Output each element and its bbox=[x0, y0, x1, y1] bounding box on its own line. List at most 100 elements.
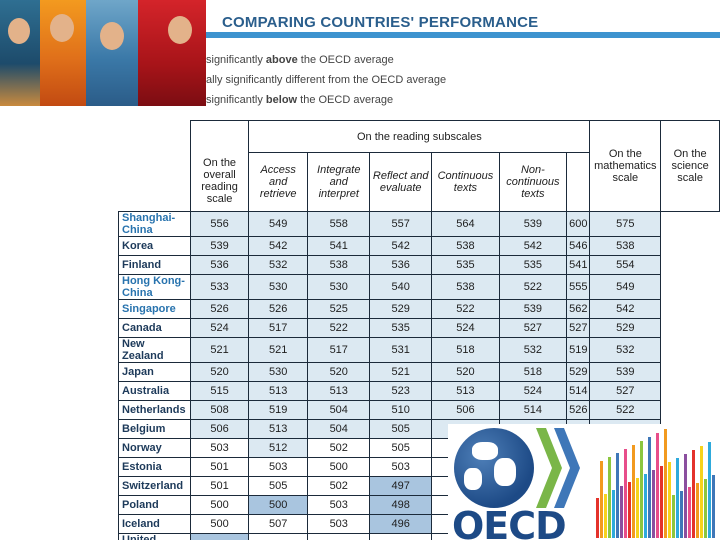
score-cell: 542 bbox=[369, 236, 433, 256]
score-cell: 549 bbox=[589, 274, 662, 300]
score-cell: 529 bbox=[369, 299, 433, 319]
score-cell: 542 bbox=[248, 236, 309, 256]
score-cell: 497 bbox=[369, 476, 433, 496]
score-cell: 510 bbox=[369, 400, 433, 420]
anniversary-bar bbox=[632, 445, 635, 538]
photo-student-3 bbox=[86, 0, 138, 106]
score-cell: 538 bbox=[589, 236, 662, 256]
page-title: COMPARING COUNTRIES' PERFORMANCE bbox=[222, 14, 539, 31]
score-cell: 524 bbox=[431, 318, 500, 338]
country-cell: Norway bbox=[118, 438, 191, 458]
score-cell: 536 bbox=[369, 255, 433, 275]
score-cell: 504 bbox=[307, 419, 371, 439]
score-cell: 526 bbox=[189, 299, 250, 319]
score-cell: 513 bbox=[307, 381, 371, 401]
score-cell: 522 bbox=[589, 400, 662, 420]
table-body: Shanghai-China 556 549 558 557 564 539 600 575 Ko… bbox=[118, 211, 720, 540]
score-cell: 524 bbox=[498, 381, 568, 401]
score-cell: 522 bbox=[307, 318, 371, 338]
score-cell: 536 bbox=[189, 255, 250, 275]
score-cell: 512 bbox=[369, 533, 433, 540]
anniversary-bar bbox=[644, 474, 647, 538]
country-cell: Estonia bbox=[118, 457, 191, 477]
countries-performance-table: On the overall reading scale On the read… bbox=[118, 119, 720, 540]
score-cell: 540 bbox=[369, 274, 433, 300]
score-cell: 500 bbox=[189, 533, 250, 540]
score-cell: 519 bbox=[248, 400, 309, 420]
score-cell: 514 bbox=[498, 400, 568, 420]
anniversary-bar bbox=[600, 461, 603, 538]
score-cell: 535 bbox=[431, 255, 500, 275]
anniversary-bar bbox=[628, 482, 631, 538]
score-cell: 500 bbox=[189, 495, 250, 515]
score-cell: 535 bbox=[498, 255, 568, 275]
country-cell: Belgium bbox=[118, 419, 191, 439]
anniversary-bars-graphic bbox=[596, 426, 716, 538]
score-cell: 600 bbox=[566, 211, 591, 237]
score-cell: 527 bbox=[589, 381, 662, 401]
score-cell: 500 bbox=[248, 495, 309, 515]
table-row: Australia 515 513 513 523 513 524 514 527 bbox=[118, 381, 720, 401]
table-row: Canada 524 517 522 535 524 527 527 529 bbox=[118, 318, 720, 338]
score-cell: 505 bbox=[248, 476, 309, 496]
score-cell: 541 bbox=[566, 255, 591, 275]
anniversary-bar bbox=[624, 449, 627, 538]
anniversary-bar bbox=[672, 495, 675, 538]
table-row: Hong Kong-China 533 530 530 540 538 522 555 549 bbox=[118, 274, 720, 300]
table-row: Japan 520 530 520 521 520 518 529 539 bbox=[118, 362, 720, 382]
table-row: Netherlands 508 519 504 510 506 514 526 522 bbox=[118, 400, 720, 420]
country-cell: Switzerland bbox=[118, 476, 191, 496]
score-cell: 526 bbox=[248, 299, 309, 319]
score-cell: 538 bbox=[431, 274, 500, 300]
score-cell: 529 bbox=[566, 362, 591, 382]
col-science: On the science scale bbox=[660, 120, 720, 212]
col-access-retrieve: Access and retrieve bbox=[248, 152, 309, 212]
oecd-wordmark: OECD bbox=[452, 504, 567, 540]
country-cell: Hong Kong-China bbox=[118, 274, 191, 300]
anniversary-bar bbox=[692, 450, 695, 538]
score-cell: 520 bbox=[431, 362, 500, 382]
photo-student-microscope bbox=[138, 0, 206, 106]
score-cell: 502 bbox=[307, 476, 371, 496]
anniversary-bar bbox=[688, 487, 691, 538]
score-cell: 526 bbox=[566, 400, 591, 420]
score-cell: 500 bbox=[307, 457, 371, 477]
anniversary-bar bbox=[612, 490, 615, 538]
score-cell: 517 bbox=[248, 318, 309, 338]
score-cell: 554 bbox=[589, 255, 662, 275]
score-cell: 517 bbox=[307, 337, 371, 363]
oecd-50-logo: OECD 50 bbox=[448, 424, 720, 540]
header-bar: COMPARING COUNTRIES' PERFORMANCE bbox=[206, 0, 720, 38]
globe-icon bbox=[454, 428, 534, 508]
score-cell: 539 bbox=[589, 362, 662, 382]
score-cell: 496 bbox=[369, 514, 433, 534]
legend-not-different: ally significantly different from the OE… bbox=[206, 74, 447, 86]
col-mathematics: On the mathematics scale bbox=[589, 120, 662, 212]
score-cell: 538 bbox=[307, 255, 371, 275]
score-cell: 542 bbox=[498, 236, 568, 256]
score-cell: 503 bbox=[248, 457, 309, 477]
score-cell: 564 bbox=[431, 211, 500, 237]
col-overall-reading: On the overall reading scale bbox=[189, 120, 250, 212]
score-cell: 575 bbox=[589, 211, 662, 237]
score-cell: 522 bbox=[498, 274, 568, 300]
score-cell: 501 bbox=[189, 457, 250, 477]
score-cell: 521 bbox=[189, 337, 250, 363]
score-cell: 503 bbox=[369, 457, 433, 477]
score-cell: 539 bbox=[498, 211, 568, 237]
score-cell: 527 bbox=[566, 318, 591, 338]
score-cell: 503 bbox=[307, 495, 371, 515]
table-row: Korea 539 542 541 542 538 542 546 538 bbox=[118, 236, 720, 256]
score-cell: 532 bbox=[589, 337, 662, 363]
score-cell: 555 bbox=[566, 274, 591, 300]
photo-student-2 bbox=[40, 0, 86, 106]
score-cell: 515 bbox=[189, 381, 250, 401]
score-cell: 531 bbox=[369, 337, 433, 363]
country-cell: Poland bbox=[118, 495, 191, 515]
col-noncontinuous-texts: Non-continuous texts bbox=[498, 152, 568, 212]
anniversary-bar bbox=[708, 442, 711, 538]
score-cell: 513 bbox=[431, 381, 500, 401]
legend-below: significantly below the OECD average bbox=[206, 94, 394, 106]
photo-student-1 bbox=[0, 0, 40, 106]
country-cell: Netherlands bbox=[118, 400, 191, 420]
